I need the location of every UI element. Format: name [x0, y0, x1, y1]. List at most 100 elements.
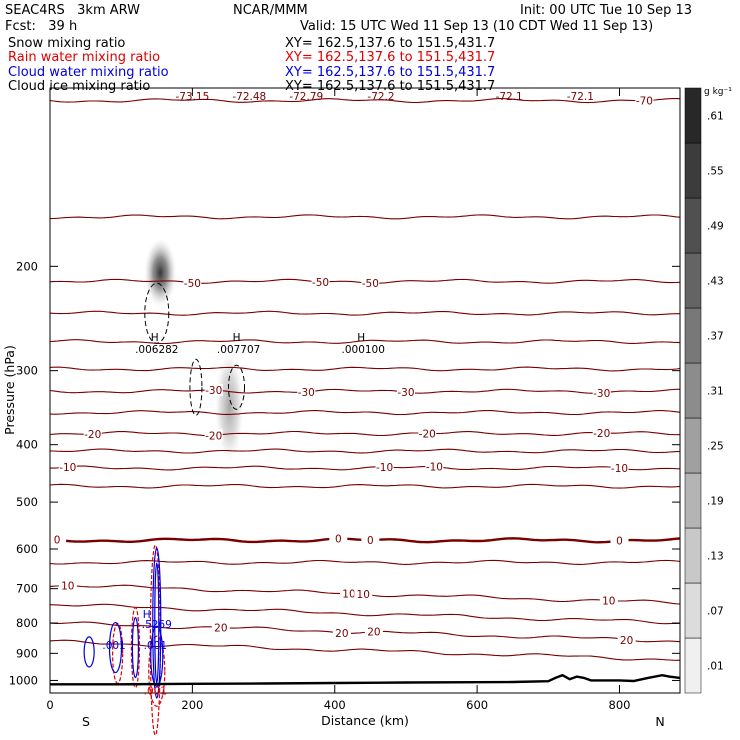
colorbar-label: .49: [707, 221, 724, 233]
isotherm-label-bg: [311, 275, 330, 288]
snow-max-label: .000100: [342, 344, 385, 356]
isotherm-label: -10: [611, 463, 628, 475]
isotherm-label-bg: [58, 460, 77, 473]
isotherm-label-bg: [329, 532, 348, 545]
colorbar-label: .37: [707, 331, 724, 343]
colorbar-label: .13: [707, 551, 724, 563]
y-tick-label: 1000: [9, 673, 38, 687]
colorbar-label: .25: [707, 441, 724, 453]
plot-frame: [49, 87, 681, 694]
cloud-water-max-label: .5269: [142, 619, 172, 631]
tropopause-temp-label: -72.2: [367, 91, 394, 103]
field-label-cloud-water: Cloud water mixing ratio: [8, 65, 169, 80]
cloud-water-contour: [131, 616, 140, 679]
isotherm-label: -30: [298, 387, 315, 399]
isotherm-label: -50: [362, 278, 379, 290]
y-tick-label: 200: [16, 259, 38, 273]
isotherm-label-bg: [425, 460, 444, 473]
tropopause-temp-label: -72.1: [496, 91, 523, 103]
snow-max-label: .006282: [135, 344, 178, 356]
isotherm-label-bg: [58, 579, 77, 592]
x-tick-label: 200: [181, 698, 203, 712]
colorbar-label: .61: [707, 111, 724, 123]
isotherm-label: 20: [335, 628, 348, 640]
direction-label-south: S: [82, 714, 90, 729]
y-tick-label: 700: [16, 582, 38, 596]
colorbar-label: .43: [707, 276, 724, 288]
field-label-cloud-ice: Cloud ice mixing ratio: [8, 79, 151, 94]
y-tick-label: 300: [16, 364, 38, 378]
isotherm-label: 10: [602, 596, 615, 608]
field-label-snow: Snow mixing ratio: [8, 36, 126, 51]
isotherm-line: [49, 448, 681, 454]
colorbar-label: .01: [707, 661, 724, 673]
isotherm-label: 20: [367, 627, 380, 639]
isotherm-line: [49, 366, 681, 372]
isotherm-line: [49, 98, 681, 104]
isotherm-label: 0: [367, 535, 374, 547]
field-xy-rain: XY= 162.5,137.6 to 151.5,431.7: [285, 50, 496, 65]
isotherm-label-bg: [610, 462, 629, 475]
y-tick-label: 500: [16, 495, 38, 509]
isotherm-label: -70: [636, 96, 653, 108]
isotherm-label: 20: [620, 635, 633, 647]
y-axis-title: Pressure (hPa): [2, 345, 17, 435]
isotherm-line: [49, 214, 681, 220]
isotherm-line: [49, 430, 681, 437]
isotherm-label: 10: [61, 581, 74, 593]
isotherm-label: 0: [54, 535, 61, 547]
isotherm-label: -30: [593, 388, 610, 400]
isotherm-label-bg: [396, 386, 415, 399]
colorbar-swatch: [684, 472, 702, 529]
tropopause-temp-label: -72.1: [567, 91, 594, 103]
colorbar-swatch: [684, 87, 702, 144]
isotherm-label: -10: [426, 462, 443, 474]
valid-time: Valid: 15 UTC Wed 11 Sep 13 (10 CDT Wed …: [300, 19, 654, 34]
isotherm-label-bg: [592, 386, 611, 399]
isotherm-label-bg: [183, 276, 202, 289]
y-tick-label: 800: [16, 616, 38, 630]
isotherm-label-bg: [361, 277, 380, 290]
tropopause-temp-label: -73.15: [175, 91, 209, 103]
isotherm-label: -20: [593, 428, 610, 440]
isotherm-line: [50, 465, 681, 471]
cloud-water-contour: [152, 547, 162, 699]
isotherm-line: [49, 559, 681, 565]
colorbar-unit: g kg⁻¹: [704, 87, 732, 97]
isotherm-label-bg: [592, 426, 611, 439]
isotherm-label-bg: [364, 625, 383, 638]
isotherm-label-bg: [617, 633, 636, 646]
isotherm-label-bg: [332, 627, 351, 640]
x-tick-label: 0: [46, 698, 53, 712]
tropopause-temp-label: -72.79: [289, 91, 323, 103]
isotherm-line: [49, 310, 680, 316]
tropopause-temp-label: -72.48: [232, 91, 266, 103]
cloud-water-contour: [150, 625, 164, 687]
rain-contour: [148, 635, 166, 707]
snow-max-marker: H: [151, 332, 159, 344]
colorbar-label: .19: [707, 496, 724, 508]
x-tick-label: 800: [609, 698, 631, 712]
rain-contour: [130, 606, 141, 689]
isotherm-label: -50: [312, 277, 329, 289]
colorbar-swatch: [684, 362, 702, 419]
y-tick-label: 400: [16, 438, 38, 452]
y-tick-label: 900: [16, 646, 38, 660]
colorbar-swatch: [684, 417, 702, 474]
isotherm-label-bg: [204, 384, 223, 397]
snow-contour: [189, 358, 203, 416]
isotherm-label: 10: [342, 588, 355, 600]
isotherm-label: -10: [59, 462, 76, 474]
isotherm-line: [49, 483, 681, 489]
isotherm-label-bg: [339, 587, 358, 600]
colorbar-swatch: [684, 582, 702, 639]
snow-contour: [144, 282, 170, 344]
isotherm-label-bg: [48, 533, 67, 546]
isotherm-line: [49, 388, 680, 394]
field-xy-cloud-ice: XY= 162.5,137.6 to 151.5,431.7: [285, 79, 496, 94]
direction-label-north: N: [655, 714, 664, 729]
snow-max-label: .007707: [217, 344, 260, 356]
snow-max-marker: H: [357, 332, 365, 344]
field-xy-snow: XY= 162.5,137.6 to 151.5,431.7: [285, 36, 496, 51]
